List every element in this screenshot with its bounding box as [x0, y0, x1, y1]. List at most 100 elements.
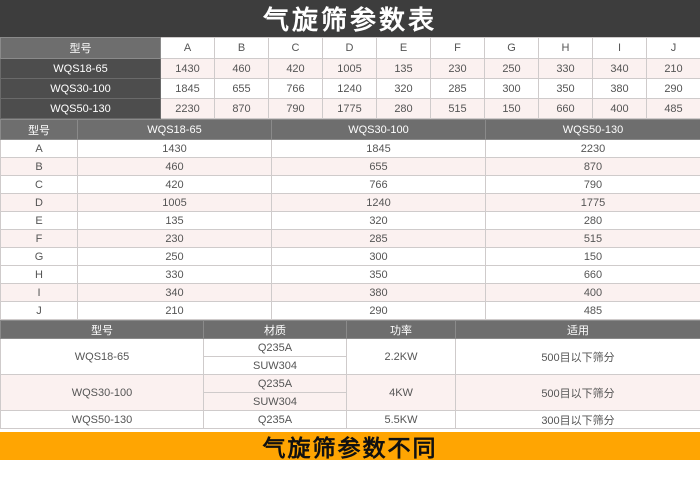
value-cell: 340: [77, 283, 272, 302]
value-cell: 485: [485, 301, 700, 320]
value-cell: 420: [77, 175, 272, 194]
column-header: A: [160, 37, 215, 59]
table-row: E 135 320 280: [0, 211, 700, 230]
value-cell: 135: [77, 211, 272, 230]
value-cell: 790: [485, 175, 700, 194]
value-cell: 1240: [322, 78, 377, 99]
value-cell: 515: [485, 229, 700, 248]
value-cell: 655: [214, 78, 269, 99]
material-cell: Q235A: [203, 374, 347, 393]
model-cell: WQS30-100: [0, 374, 204, 411]
dimension-label: J: [0, 301, 78, 320]
column-header: I: [592, 37, 647, 59]
dimension-label: A: [0, 139, 78, 158]
application-cell: 300目以下筛分: [455, 410, 700, 429]
value-cell: 230: [77, 229, 272, 248]
column-header: F: [430, 37, 485, 59]
value-cell: 660: [485, 265, 700, 284]
model-cell: WQS50-130: [0, 410, 204, 429]
table2-header-row: 型号 WQS18-65 WQS30-100 WQS50-130: [0, 119, 700, 140]
value-cell: 350: [538, 78, 593, 99]
value-cell: 1430: [160, 58, 215, 79]
table-row: WQS50-130 Q235A 5.5KW 300目以下筛分: [0, 410, 700, 429]
table-row: WQS18-65 Q235A 2.2KW 500目以下筛分: [0, 338, 700, 375]
value-cell: 250: [77, 247, 272, 266]
value-cell: 766: [271, 175, 486, 194]
column-header: B: [214, 37, 269, 59]
value-cell: 380: [271, 283, 486, 302]
column-header: 型号: [0, 320, 204, 339]
material-cell: Q235A: [203, 410, 347, 429]
divider: [0, 429, 700, 432]
column-header: 适用: [455, 320, 700, 339]
dimension-label: C: [0, 175, 78, 194]
footer-caption: 气旋筛参数不同: [262, 435, 438, 461]
corner-header: 型号: [0, 37, 161, 59]
value-cell: 1845: [160, 78, 215, 99]
value-cell: 400: [485, 283, 700, 302]
value-cell: 1005: [322, 58, 377, 79]
value-cell: 320: [376, 78, 431, 99]
value-cell: 280: [485, 211, 700, 230]
column-header: G: [484, 37, 539, 59]
application-cell: 500目以下筛分: [455, 338, 700, 375]
value-cell: 870: [214, 98, 269, 119]
table1-header-row: 型号 A B C D E F G H I J: [0, 37, 700, 59]
value-cell: 790: [268, 98, 323, 119]
corner-header: 型号: [0, 119, 78, 140]
value-cell: 280: [376, 98, 431, 119]
dimension-table-tall: 型号 WQS18-65 WQS30-100 WQS50-130 A 1430 1…: [0, 119, 700, 320]
table-row: A 1430 1845 2230: [0, 139, 700, 158]
column-header: J: [646, 37, 700, 59]
dimension-label: B: [0, 157, 78, 176]
value-cell: 290: [646, 78, 700, 99]
table-row: F 230 285 515: [0, 229, 700, 248]
table-row: B 460 655 870: [0, 157, 700, 176]
column-header: 材质: [203, 320, 347, 339]
value-cell: 400: [592, 98, 647, 119]
value-cell: 1775: [322, 98, 377, 119]
material-cell: SUW304: [203, 392, 347, 411]
column-header: C: [268, 37, 323, 59]
dimension-label: I: [0, 283, 78, 302]
spec-table: 型号 材质 功率 适用 WQS18-65 Q235A 2.2KW 500目以下筛…: [0, 320, 700, 429]
value-cell: 870: [485, 157, 700, 176]
table-row: J 210 290 485: [0, 301, 700, 320]
value-cell: 300: [484, 78, 539, 99]
dimension-label: H: [0, 265, 78, 284]
table-row: D 1005 1240 1775: [0, 193, 700, 212]
model-cell: WQS50-130: [0, 98, 161, 119]
value-cell: 285: [430, 78, 485, 99]
value-cell: 1005: [77, 193, 272, 212]
value-cell: 230: [430, 58, 485, 79]
column-header: H: [538, 37, 593, 59]
model-cell: WQS18-65: [0, 338, 204, 375]
value-cell: 150: [485, 247, 700, 266]
value-cell: 210: [77, 301, 272, 320]
value-cell: 330: [538, 58, 593, 79]
value-cell: 285: [271, 229, 486, 248]
column-header: WQS30-100: [271, 119, 486, 140]
value-cell: 250: [484, 58, 539, 79]
table3-header-row: 型号 材质 功率 适用: [0, 320, 700, 339]
table-row: H 330 350 660: [0, 265, 700, 284]
table-row: C 420 766 790: [0, 175, 700, 194]
page-title: 气旋筛参数表: [262, 5, 437, 35]
value-cell: 2230: [485, 139, 700, 158]
value-cell: 350: [271, 265, 486, 284]
value-cell: 290: [271, 301, 486, 320]
dimension-table-wide: 型号 A B C D E F G H I J WQS18-65 1430 460…: [0, 37, 700, 119]
material-cell: SUW304: [203, 356, 347, 375]
dimension-label: F: [0, 229, 78, 248]
value-cell: 1845: [271, 139, 486, 158]
column-header: 功率: [346, 320, 456, 339]
power-cell: 5.5KW: [346, 410, 456, 429]
material-cell: Q235A: [203, 338, 347, 357]
value-cell: 420: [268, 58, 323, 79]
column-header: D: [322, 37, 377, 59]
table-row: G 250 300 150: [0, 247, 700, 266]
value-cell: 766: [268, 78, 323, 99]
value-cell: 515: [430, 98, 485, 119]
column-header: WQS18-65: [77, 119, 272, 140]
